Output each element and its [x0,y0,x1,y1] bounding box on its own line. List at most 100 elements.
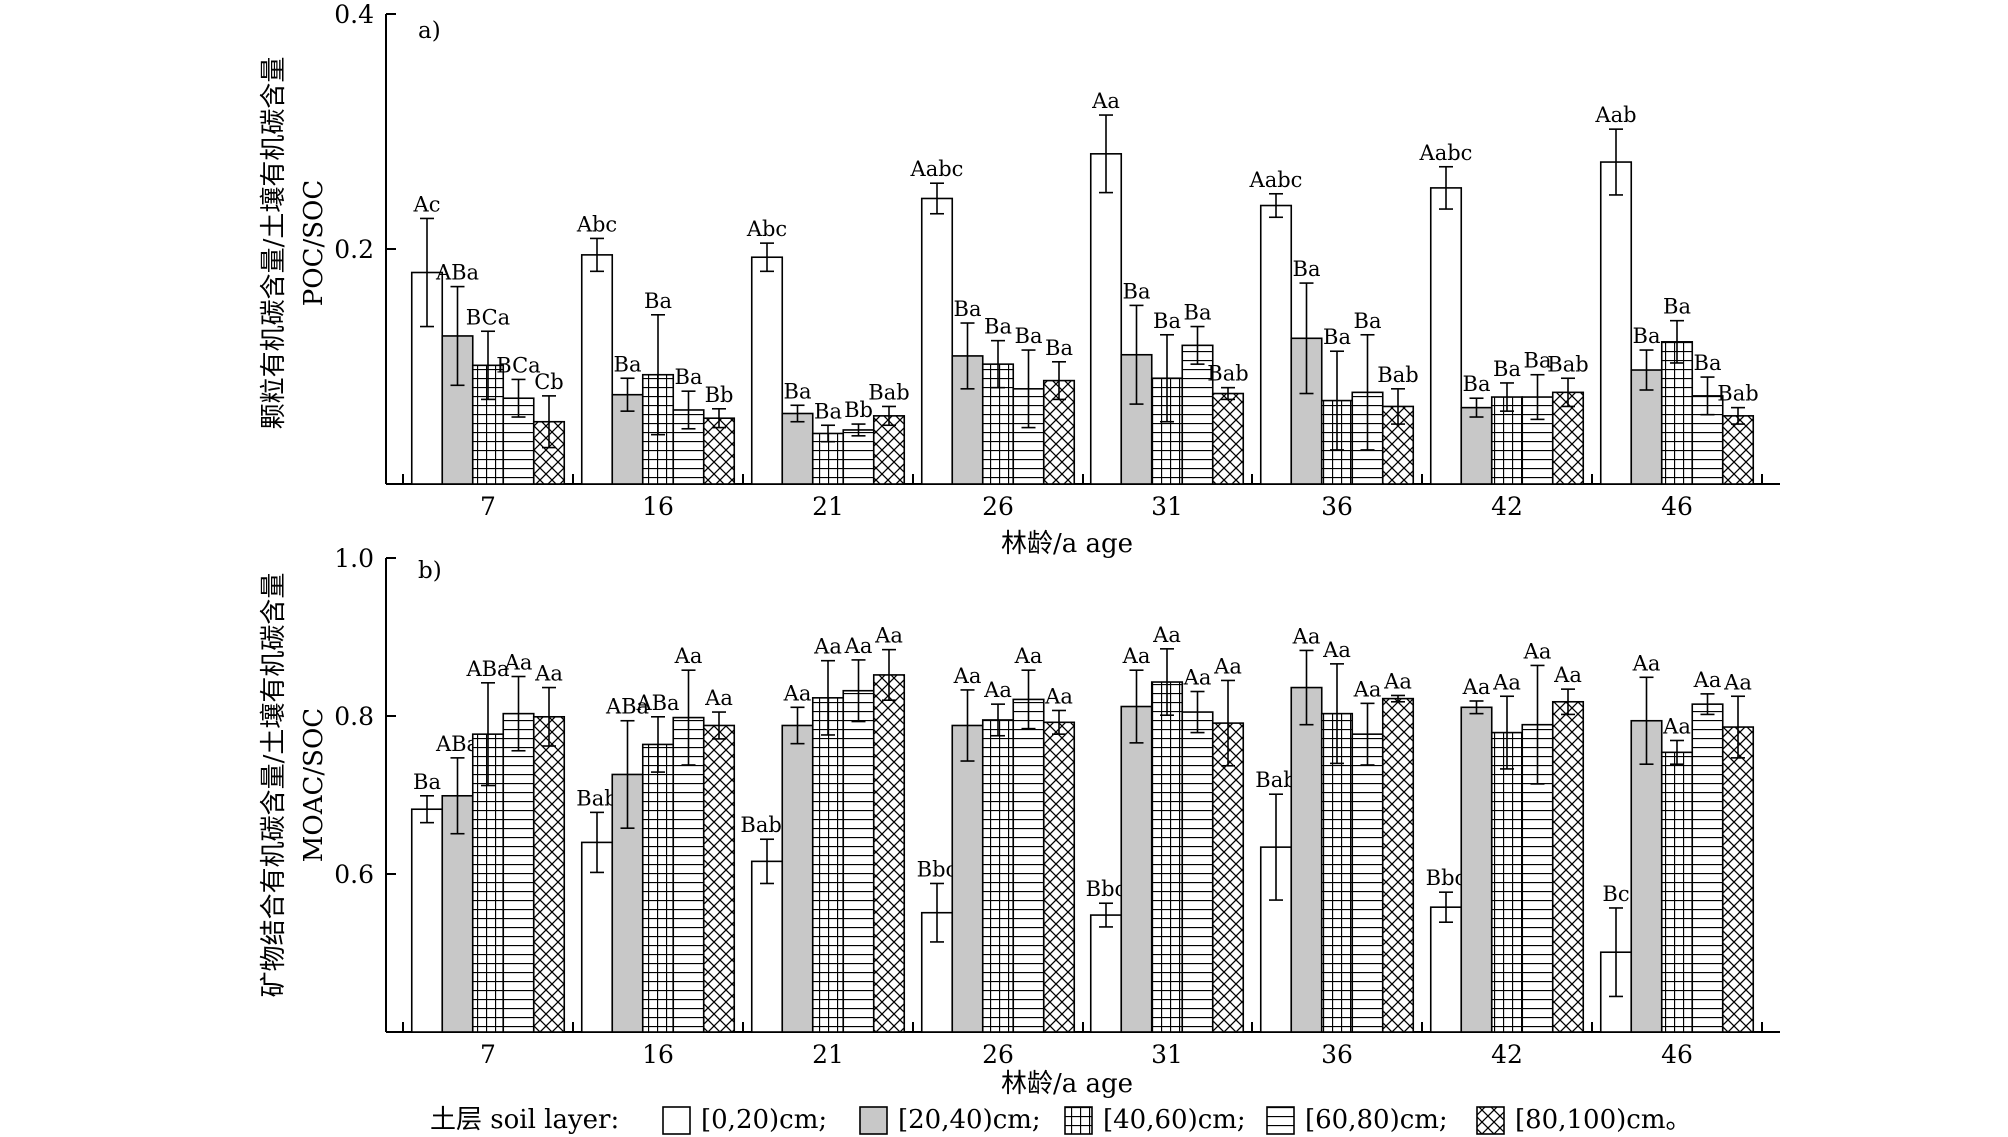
significance-label: Aa [1632,651,1661,675]
x-tick-label: 46 [1661,492,1693,521]
significance-label: ABa [435,732,479,756]
y-tick-label: 0.2 [334,235,374,264]
significance-label: Aa [783,681,812,705]
bar-0-20-age-42 [1429,187,1463,485]
significance-label: Ba [1184,301,1212,325]
significance-label: Ba [1663,295,1691,319]
bar-80-100-age-21 [872,415,906,485]
legend-swatch-60-80 [1266,1106,1295,1135]
bar-0-20-age-16 [580,254,614,485]
bar-0-20-age-31 [1089,914,1123,1033]
panel-b-label: b) [418,558,442,584]
x-tick-label: 26 [982,1040,1014,1069]
x-tick-label: 42 [1491,1040,1523,1069]
significance-label: Ba [1323,325,1351,349]
bar-20-40-age-21 [781,412,814,485]
bar-20-40-age-42 [1460,406,1493,485]
significance-label: Aa [1122,644,1151,668]
bar-80-100-age-46 [1721,415,1755,485]
significance-label: Aa [1693,668,1722,692]
significance-label: ABa [635,691,679,715]
bar-40-60-age-21 [811,697,845,1033]
significance-label: ABa [605,695,649,719]
significance-label: Ba [1463,372,1491,396]
significance-label: Bbc [917,857,958,881]
significance-label: Aa [1091,89,1120,113]
bar-40-60-age-16 [641,743,675,1033]
significance-label: Bab [1547,352,1588,376]
bar-80-100-age-31 [1211,392,1245,485]
bar-20-40-age-42 [1460,706,1493,1033]
bar-60-80-age-36 [1351,733,1384,1033]
panel-a-y-axis-label-en: POC/SOC [299,180,329,306]
significance-label: Aa [1553,663,1582,687]
significance-label: Bbc [1426,866,1467,890]
significance-label: Aa [1213,654,1242,678]
panel-a-y-axis-label-cn: 颗粒有机碳含量/土壤有机碳含量 [259,57,289,430]
legend-swatch-0-20 [662,1106,691,1135]
panel-b-y-ticks: 0.6 0.8 1.0 [334,544,396,889]
panel-b-moac-soc: 0.60.81.0 BaBabBabcBbcBbcBabBbcBcABaABaA… [259,544,1780,1099]
legend-swatch-80-100 [1476,1106,1505,1135]
significance-label: Aa [674,644,703,668]
significance-label: Ba [1524,349,1552,373]
x-tick-label: 16 [642,1040,674,1069]
significance-label: Ba [1694,351,1722,375]
bar-80-100-age-26 [1042,721,1076,1033]
bar-20-40-age-36 [1290,686,1323,1033]
significance-label: Aa [504,651,533,675]
significance-label: Aa [1353,677,1382,701]
bar-60-80-age-7 [502,712,535,1033]
legend-title: 土层 soil layer: [430,1105,619,1135]
y-tick-label: 0.4 [334,0,374,29]
significance-label: Ba [814,399,842,423]
bar-40-60-age-26 [981,719,1015,1033]
bar-20-40-age-31 [1120,705,1153,1033]
bar-20-40-age-7 [441,794,474,1033]
significance-label: Ba [1123,279,1151,303]
legend-label-20-40: [20,40)cm; [898,1105,1041,1135]
bar-80-100-age-16 [702,724,736,1033]
significance-label: Ba [413,770,441,794]
bar-60-80-age-16 [672,716,705,1033]
significance-label: Bab [1377,363,1418,387]
bar-0-20-age-7 [410,808,444,1033]
x-tick-label: 31 [1151,1040,1183,1069]
significance-label: BCa [466,305,510,329]
significance-label: Aabc [910,157,964,181]
significance-label: Aa [1183,666,1212,690]
bar-20-40-age-21 [781,724,814,1033]
x-tick-label: 31 [1151,492,1183,521]
legend: 土层 soil layer: [0,20)cm; [20,40)cm; [40,60… [430,1105,1691,1135]
significance-label: Ba [1045,336,1073,360]
x-tick-label: 7 [480,1040,496,1069]
x-tick-label: 21 [812,492,844,521]
legend-label-0-20: [0,20)cm; [701,1105,827,1135]
significance-label: Aa [953,664,982,688]
panel-b-y-axis-label-cn: 矿物结合有机碳含量/土壤有机碳含量 [259,573,289,998]
significance-label: ABa [435,261,479,285]
significance-label: Aabc [1419,141,1473,165]
significance-label: Bc [1602,882,1629,906]
significance-label: Bab [1255,768,1296,792]
bar-80-100-age-7 [532,715,566,1033]
significance-label: Ba [614,352,642,376]
significance-label: Ba [784,379,812,403]
significance-label: Aa [813,635,842,659]
bar-0-20-age-21 [750,860,784,1033]
x-tick-label: 21 [812,1040,844,1069]
significance-label: Ac [413,192,441,216]
bar-40-60-age-46 [1660,751,1694,1033]
significance-label: Aa [1662,714,1691,738]
significance-label: Aa [1723,670,1752,694]
bar-0-20-age-31 [1089,153,1123,485]
legend-label-40-60: [40,60)cm; [1103,1105,1246,1135]
significance-label: Aa [844,634,873,658]
x-tick-label: 26 [982,492,1014,521]
x-tick-label: 36 [1321,1040,1353,1069]
panel-b-x-axis-label: 林龄/a age [1001,1069,1133,1099]
bar-80-100-age-42 [1551,700,1585,1033]
bar-60-80-age-31 [1181,344,1214,485]
